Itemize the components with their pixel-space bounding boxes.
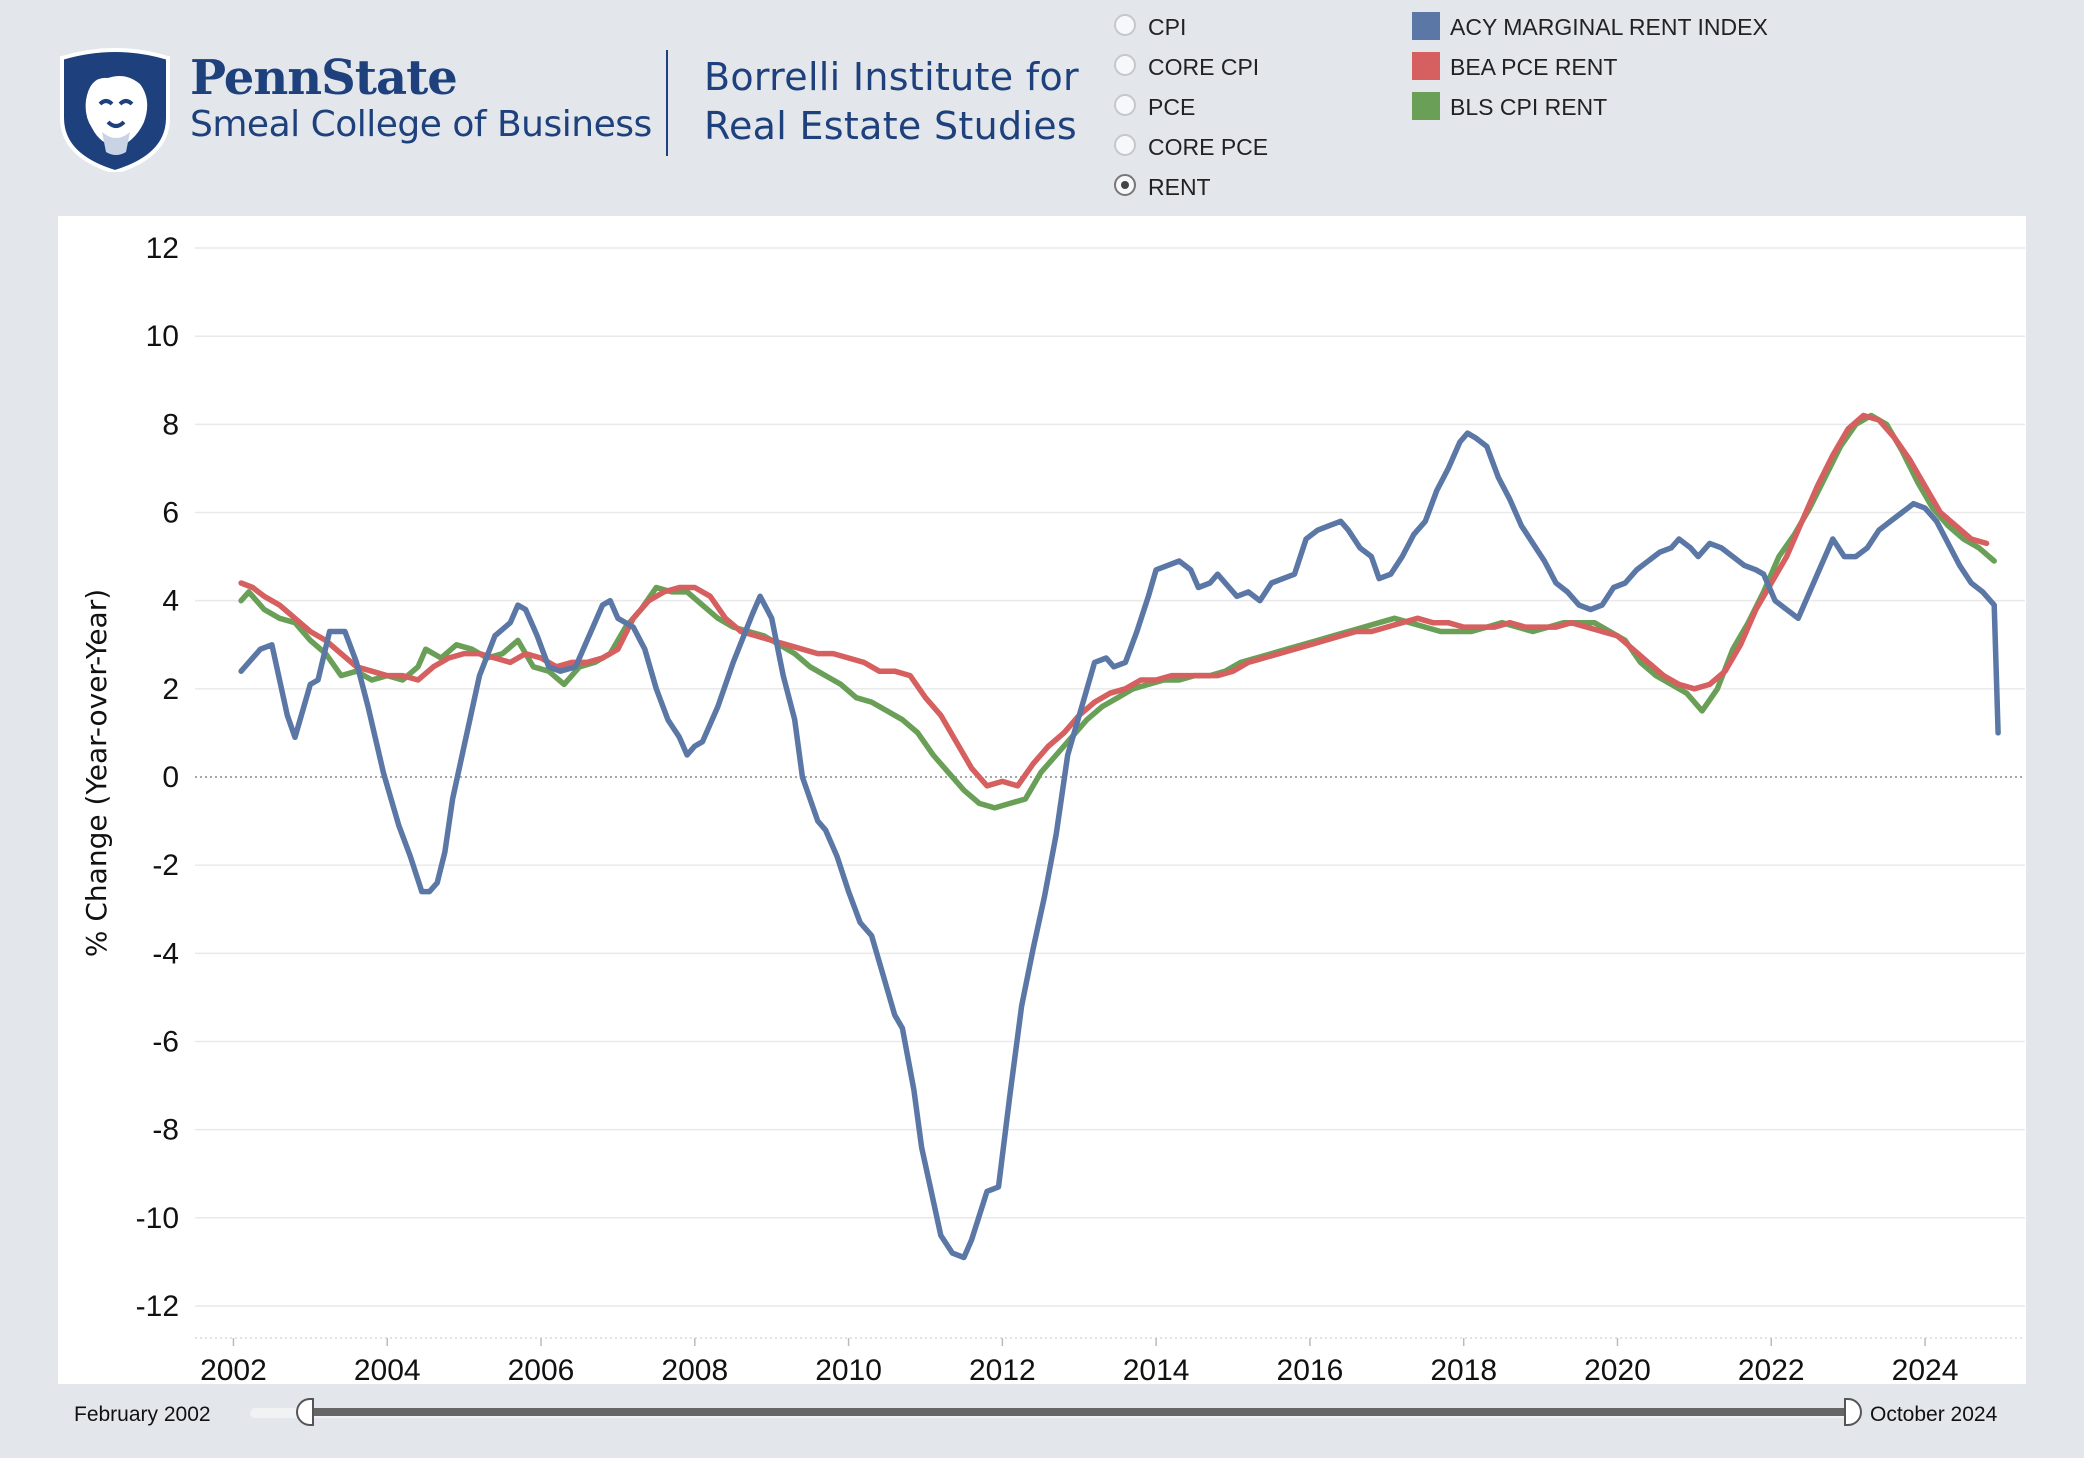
y-tick-label: 6 xyxy=(162,497,179,530)
legend-swatch-acy xyxy=(1412,12,1440,40)
chart-panel: 12 10 8 6 4 2 0 -2 -4 -6 -8 -10 -12 2002 2004 2006 2008 2… xyxy=(58,216,2026,1384)
institute-name-line1: Borrelli Institute for xyxy=(704,55,1079,99)
y-tick-label: -12 xyxy=(136,1290,179,1323)
axis-ticks: 12 10 8 6 4 2 0 -2 -4 -6 -8 -10 -12 2002 2004 2006 2008 2… xyxy=(136,232,1959,1384)
x-tick-label: 2016 xyxy=(1277,1354,1344,1384)
radio-label-core-pce: CORE PCE xyxy=(1148,134,1269,160)
date-range-start-handle[interactable] xyxy=(296,1398,314,1426)
radio-option-pce[interactable]: PCE xyxy=(1114,90,1334,130)
x-tick-label: 2010 xyxy=(815,1354,882,1384)
y-tick-label: -4 xyxy=(152,937,179,970)
y-tick-label: 2 xyxy=(162,673,179,706)
date-range-slider-track[interactable] xyxy=(307,1408,1853,1416)
y-tick-label: 0 xyxy=(162,761,179,794)
brand-name: PennState xyxy=(190,50,458,106)
radio-option-rent[interactable]: RENT xyxy=(1114,170,1334,210)
legend-label-bls: BLS CPI RENT xyxy=(1450,94,1608,120)
y-tick-label: -6 xyxy=(152,1025,179,1058)
legend-item-bea[interactable]: BEA PCE RENT xyxy=(1412,50,1812,90)
y-axis-title: % Change (Year-over-Year) xyxy=(80,589,113,957)
legend-label-acy: ACY MARGINAL RENT INDEX xyxy=(1450,14,1768,40)
x-tick-label: 2002 xyxy=(200,1354,267,1384)
radio-circle-rent-selected[interactable] xyxy=(1114,174,1136,196)
radio-circle-core-pce[interactable] xyxy=(1114,134,1136,156)
measure-selector: CPI CORE CPI PCE CORE PCE RENT xyxy=(1114,10,1334,210)
gridlines xyxy=(195,247,2025,1339)
radio-label-pce: PCE xyxy=(1148,94,1196,120)
chart-legend: ACY MARGINAL RENT INDEX BEA PCE RENT BLS… xyxy=(1412,10,1812,130)
legend-swatch-bea xyxy=(1412,52,1440,80)
series-lines xyxy=(238,412,2001,1261)
header: PennState Smeal College of Business Borr… xyxy=(0,0,2084,215)
bls-cpi-rent-line[interactable] xyxy=(238,412,1997,811)
legend-label-bea: BEA PCE RENT xyxy=(1450,54,1618,80)
institute-name-line2: Real Estate Studies xyxy=(704,104,1078,148)
date-range-end-handle[interactable] xyxy=(1844,1398,1862,1426)
radio-circle-pce[interactable] xyxy=(1114,94,1136,116)
college-name: Smeal College of Business xyxy=(190,104,652,145)
y-tick-label: 4 xyxy=(162,585,179,618)
x-tick-label: 2012 xyxy=(969,1354,1036,1384)
header-divider xyxy=(666,50,668,156)
date-range-end-label: October 2024 xyxy=(1870,1403,1998,1426)
penn-state-shield-logo xyxy=(60,48,170,172)
y-tick-label: 8 xyxy=(162,408,179,441)
radio-option-core-cpi[interactable]: CORE CPI xyxy=(1114,50,1334,90)
radio-label-rent: RENT xyxy=(1148,174,1211,200)
x-tick-label: 2008 xyxy=(661,1354,728,1384)
radio-circle-core-cpi[interactable] xyxy=(1114,54,1136,76)
y-tick-label: 10 xyxy=(146,320,179,353)
y-tick-label: -8 xyxy=(152,1114,179,1147)
y-tick-label: -2 xyxy=(152,849,179,882)
y-tick-label: 12 xyxy=(146,232,179,265)
radio-circle-cpi[interactable] xyxy=(1114,14,1136,36)
radio-label-core-cpi: CORE CPI xyxy=(1148,54,1260,80)
date-range-start-label: February 2002 xyxy=(74,1403,211,1426)
x-tick-label: 2020 xyxy=(1584,1354,1651,1384)
legend-swatch-bls xyxy=(1412,92,1440,120)
x-tick-label: 2024 xyxy=(1892,1354,1959,1384)
x-tick-label: 2022 xyxy=(1738,1354,1805,1384)
x-tick-label: 2004 xyxy=(354,1354,421,1384)
bea-pce-rent-line[interactable] xyxy=(238,412,1990,789)
y-tick-label: -10 xyxy=(136,1202,179,1235)
radio-label-cpi: CPI xyxy=(1148,14,1187,40)
x-tick-label: 2018 xyxy=(1430,1354,1497,1384)
x-tick-label: 2014 xyxy=(1123,1354,1190,1384)
line-chart: 12 10 8 6 4 2 0 -2 -4 -6 -8 -10 -12 2002 2004 2006 2008 2… xyxy=(80,232,2025,1384)
radio-option-core-pce[interactable]: CORE PCE xyxy=(1114,130,1334,170)
acy-marginal-rent-line[interactable] xyxy=(238,430,2001,1261)
x-tick-label: 2006 xyxy=(508,1354,575,1384)
legend-item-acy[interactable]: ACY MARGINAL RENT INDEX xyxy=(1412,10,1812,50)
radio-option-cpi[interactable]: CPI xyxy=(1114,10,1334,50)
legend-item-bls[interactable]: BLS CPI RENT xyxy=(1412,90,1812,130)
